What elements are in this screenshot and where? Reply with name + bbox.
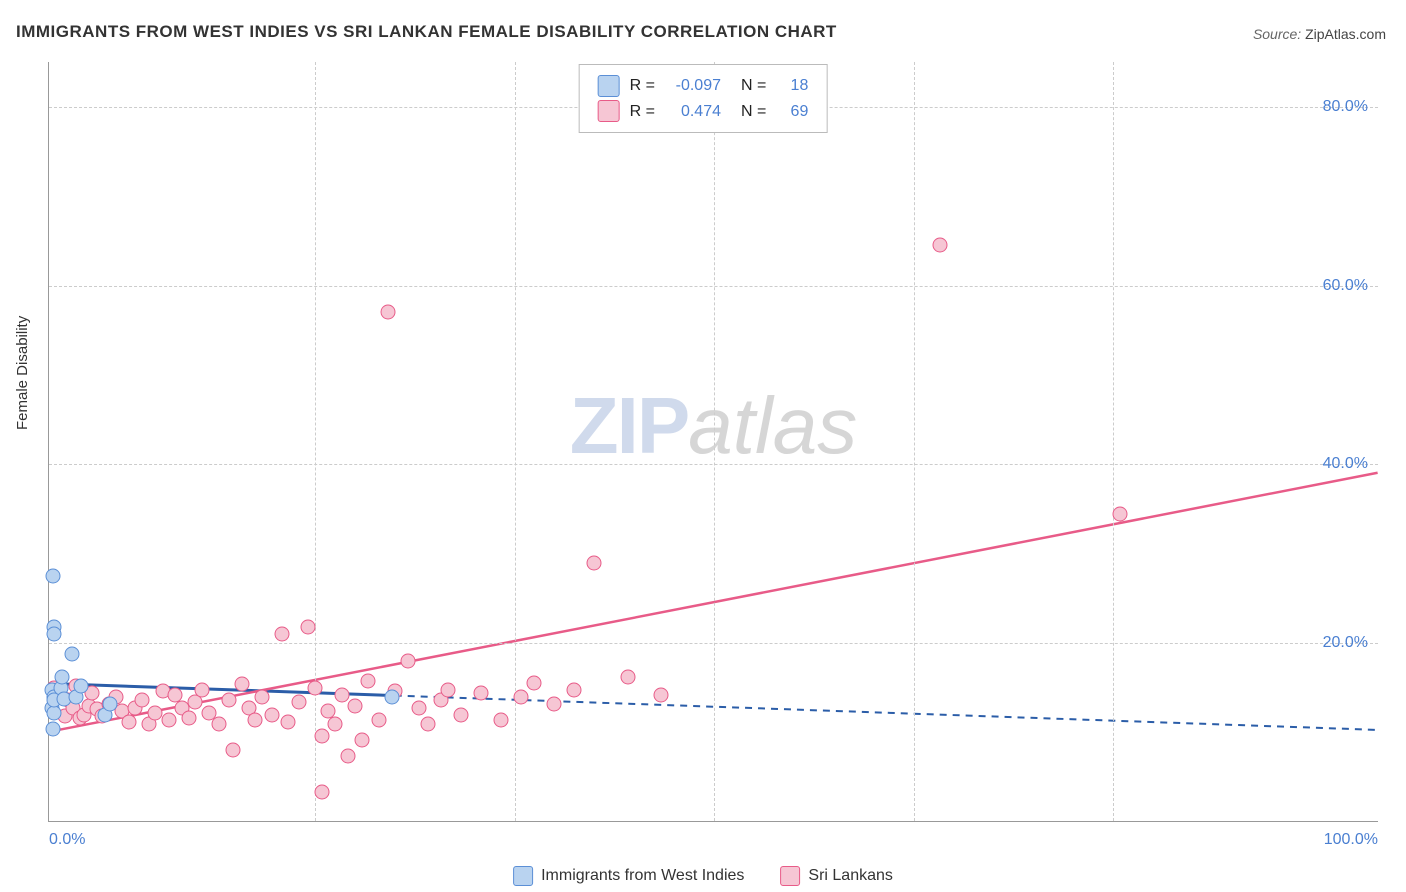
chart-title: IMMIGRANTS FROM WEST INDIES VS SRI LANKA… — [16, 22, 837, 42]
scatter-point — [314, 784, 329, 799]
scatter-point — [221, 693, 236, 708]
x-tick-label: 0.0% — [49, 831, 85, 849]
scatter-point — [401, 654, 416, 669]
gridline-v — [714, 62, 715, 821]
scatter-point — [334, 688, 349, 703]
scatter-point — [441, 682, 456, 697]
source-line: Source: ZipAtlas.com — [1253, 26, 1386, 42]
scatter-point — [361, 673, 376, 688]
scatter-point — [354, 732, 369, 747]
legend-swatch-icon — [598, 75, 620, 97]
legend-n-value: 18 — [776, 73, 808, 99]
scatter-point — [341, 748, 356, 763]
scatter-point — [454, 707, 469, 722]
source-value: ZipAtlas.com — [1305, 26, 1386, 42]
scatter-point — [314, 729, 329, 744]
scatter-point — [225, 743, 240, 758]
plot-area: ZIPatlas 20.0%40.0%60.0%80.0%0.0%100.0% — [48, 62, 1378, 822]
scatter-point — [292, 695, 307, 710]
y-axis-label: Female Disability — [14, 316, 31, 430]
scatter-point — [121, 714, 136, 729]
scatter-point — [381, 305, 396, 320]
legend-item-label: Sri Lankans — [808, 867, 893, 885]
scatter-point — [45, 722, 60, 737]
scatter-point — [421, 716, 436, 731]
scatter-point — [567, 682, 582, 697]
scatter-point — [194, 682, 209, 697]
legend-r-label: R = — [630, 99, 655, 125]
legend-swatch-icon — [780, 866, 800, 886]
scatter-point — [254, 689, 269, 704]
scatter-point — [474, 686, 489, 701]
scatter-point — [620, 670, 635, 685]
legend-swatch-icon — [598, 100, 620, 122]
series-legend: Immigrants from West Indies Sri Lankans — [513, 866, 893, 886]
scatter-point — [45, 569, 60, 584]
legend-n-value: 69 — [776, 99, 808, 125]
correlation-legend: R = -0.097 N = 18 R = 0.474 N = 69 — [579, 64, 828, 133]
x-tick-label: 100.0% — [1324, 831, 1378, 849]
scatter-point — [135, 693, 150, 708]
scatter-point — [1112, 506, 1127, 521]
scatter-point — [248, 713, 263, 728]
scatter-point — [234, 677, 249, 692]
gridline-v — [315, 62, 316, 821]
y-tick-label: 80.0% — [1323, 98, 1368, 116]
scatter-point — [274, 627, 289, 642]
scatter-point — [327, 716, 342, 731]
scatter-point — [494, 713, 509, 728]
legend-item: Sri Lankans — [780, 866, 893, 886]
legend-n-label: N = — [741, 73, 766, 99]
scatter-point — [587, 555, 602, 570]
scatter-point — [514, 689, 529, 704]
legend-row: R = 0.474 N = 69 — [598, 99, 809, 125]
y-tick-label: 60.0% — [1323, 277, 1368, 295]
scatter-point — [161, 713, 176, 728]
scatter-point — [653, 688, 668, 703]
scatter-point — [64, 646, 79, 661]
gridline-v — [1113, 62, 1114, 821]
legend-r-label: R = — [630, 73, 655, 99]
source-label: Source: — [1253, 26, 1301, 42]
scatter-point — [347, 698, 362, 713]
scatter-point — [933, 238, 948, 253]
scatter-point — [55, 670, 70, 685]
legend-r-value: 0.474 — [665, 99, 721, 125]
legend-swatch-icon — [513, 866, 533, 886]
scatter-point — [47, 627, 62, 642]
scatter-point — [212, 716, 227, 731]
scatter-point — [371, 713, 386, 728]
scatter-point — [181, 711, 196, 726]
scatter-point — [527, 675, 542, 690]
scatter-point — [547, 696, 562, 711]
scatter-point — [281, 714, 296, 729]
scatter-point — [411, 700, 426, 715]
scatter-point — [265, 707, 280, 722]
scatter-point — [301, 620, 316, 635]
scatter-point — [385, 689, 400, 704]
gridline-v — [914, 62, 915, 821]
y-tick-label: 40.0% — [1323, 455, 1368, 473]
legend-r-value: -0.097 — [665, 73, 721, 99]
scatter-point — [308, 680, 323, 695]
trend-line-dashed — [395, 696, 1378, 730]
scatter-point — [73, 679, 88, 694]
legend-item-label: Immigrants from West Indies — [541, 867, 744, 885]
legend-n-label: N = — [741, 99, 766, 125]
gridline-v — [515, 62, 516, 821]
legend-row: R = -0.097 N = 18 — [598, 73, 809, 99]
legend-item: Immigrants from West Indies — [513, 866, 744, 886]
scatter-point — [103, 696, 118, 711]
y-tick-label: 20.0% — [1323, 634, 1368, 652]
